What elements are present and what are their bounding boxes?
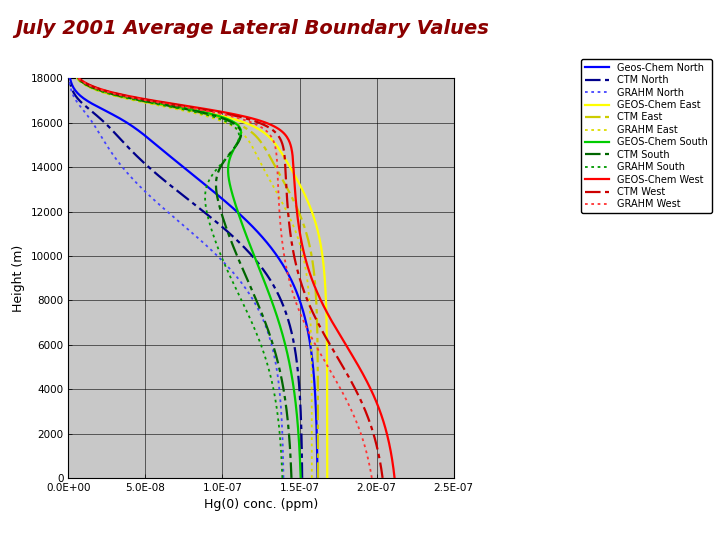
Text: Building a scientific foundation for sound environmental decisions: Building a scientific foundation for sou… bbox=[211, 524, 509, 534]
Y-axis label: Height (m): Height (m) bbox=[12, 245, 25, 312]
Text: July 2001 Average Lateral Boundary Values: July 2001 Average Lateral Boundary Value… bbox=[15, 19, 489, 38]
Legend: Geos-Chem North, CTM North, GRAHM North, GEOS-Chem East, CTM East, GRAHM East, G: Geos-Chem North, CTM North, GRAHM North,… bbox=[581, 59, 711, 213]
Text: RESEARCH & DEVELOPMENT: RESEARCH & DEVELOPMENT bbox=[266, 516, 454, 529]
X-axis label: Hg(0) conc. (ppm): Hg(0) conc. (ppm) bbox=[204, 498, 318, 511]
